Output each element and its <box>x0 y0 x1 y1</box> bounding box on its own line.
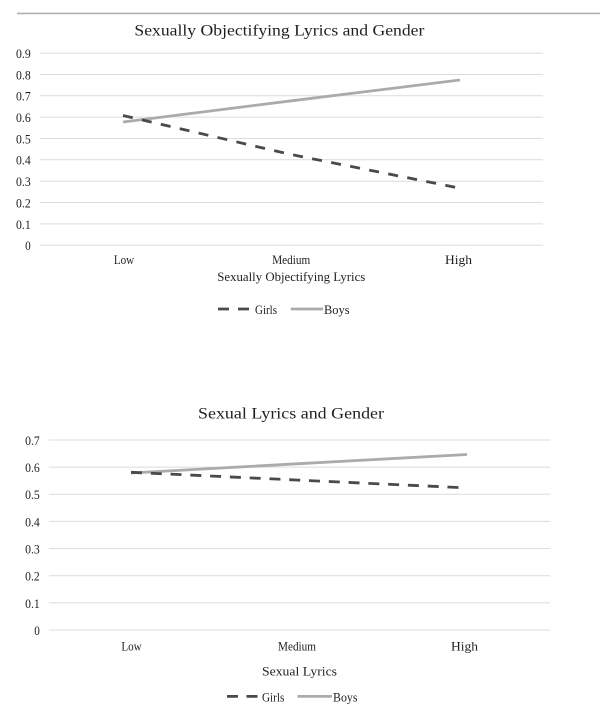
svg-text:0: 0 <box>25 239 31 253</box>
svg-text:Low: Low <box>114 253 134 267</box>
svg-text:0.3: 0.3 <box>16 175 31 189</box>
svg-text:Boys: Boys <box>333 690 358 704</box>
svg-text:Medium: Medium <box>272 253 310 267</box>
svg-text:0.6: 0.6 <box>16 111 31 125</box>
svg-text:High: High <box>445 253 473 267</box>
svg-text:0.1: 0.1 <box>25 597 40 611</box>
svg-text:0.2: 0.2 <box>25 570 40 584</box>
svg-text:Girls: Girls <box>255 303 277 317</box>
svg-text:Sexual Lyrics and Gender: Sexual Lyrics and Gender <box>198 406 385 423</box>
svg-text:0.7: 0.7 <box>25 434 40 448</box>
svg-text:0.2: 0.2 <box>16 196 31 210</box>
svg-text:0.5: 0.5 <box>16 132 31 146</box>
svg-text:0.4: 0.4 <box>16 154 31 168</box>
svg-text:0: 0 <box>34 624 40 638</box>
svg-text:0.9: 0.9 <box>16 47 31 61</box>
svg-text:Sexual Lyrics: Sexual Lyrics <box>262 665 337 679</box>
svg-text:0.8: 0.8 <box>16 68 31 82</box>
svg-text:0.7: 0.7 <box>16 90 31 104</box>
svg-text:0.5: 0.5 <box>25 488 40 502</box>
svg-text:Sexually Objectifying Lyrics: Sexually Objectifying Lyrics <box>217 270 365 284</box>
svg-text:High: High <box>451 640 479 654</box>
svg-text:0.1: 0.1 <box>16 218 31 232</box>
svg-text:Boys: Boys <box>324 303 350 317</box>
svg-text:Medium: Medium <box>278 640 316 654</box>
svg-text:Girls: Girls <box>262 690 284 704</box>
svg-text:0.3: 0.3 <box>25 543 40 557</box>
svg-text:Low: Low <box>121 640 141 654</box>
svg-text:0.4: 0.4 <box>25 515 40 529</box>
svg-text:Sexually Objectifying Lyrics a: Sexually Objectifying Lyrics and Gender <box>134 23 425 40</box>
svg-text:0.6: 0.6 <box>25 461 40 475</box>
